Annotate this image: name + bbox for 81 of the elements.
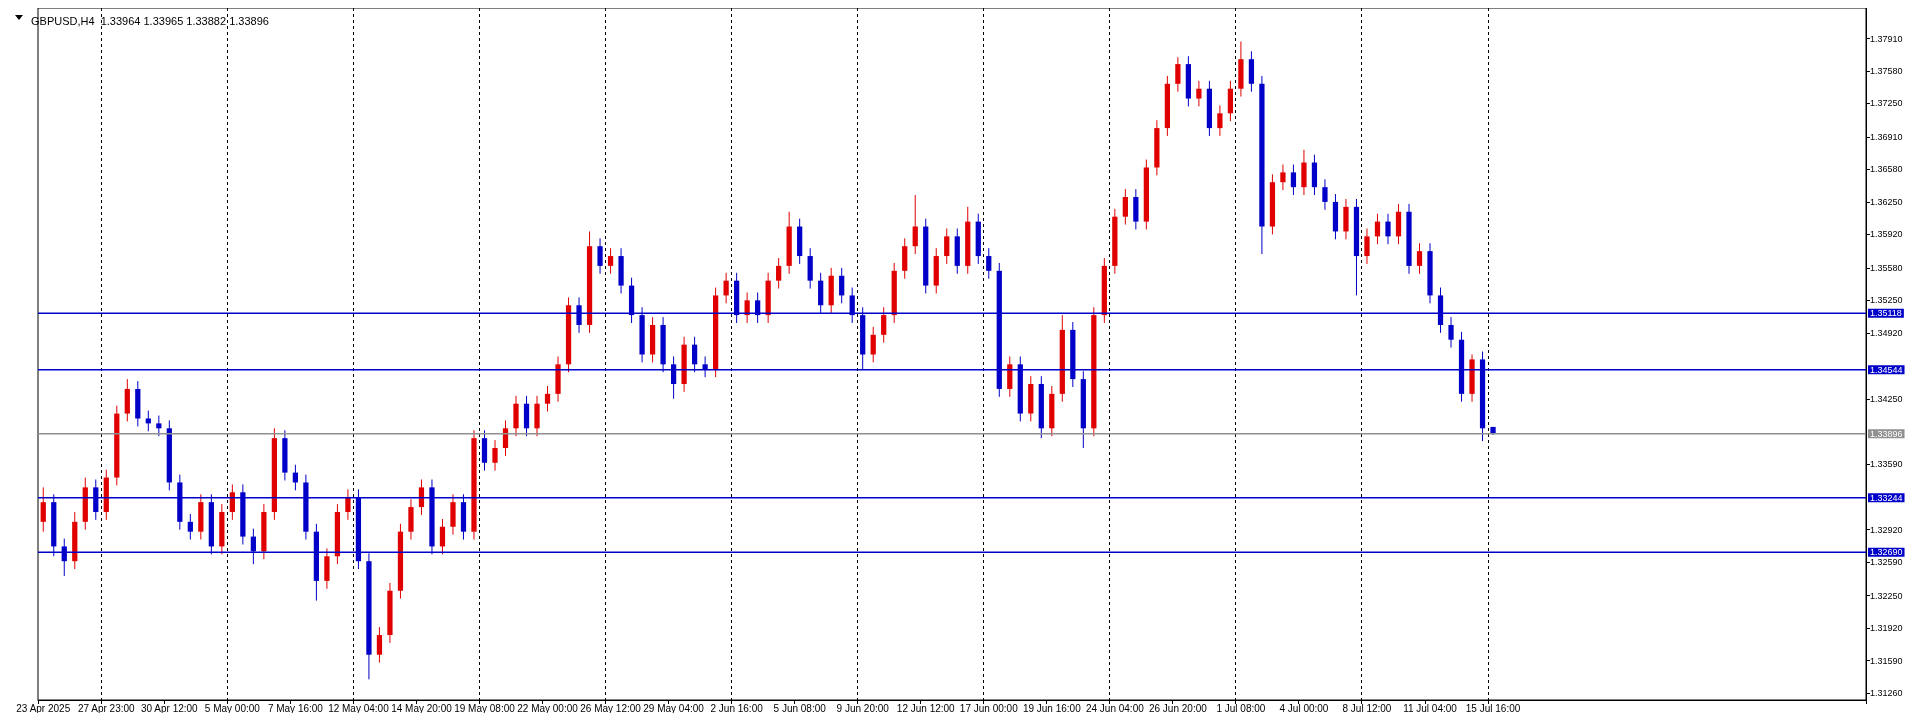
y-tick-label: 1.31920 (1870, 623, 1903, 634)
candlestick (1196, 80, 1202, 107)
y-tick-label: 1.36250 (1870, 196, 1903, 207)
x-tick-label: 14 May 20:00 (391, 702, 453, 714)
candlestick (944, 228, 950, 265)
candlestick (1280, 164, 1286, 191)
candlestick (986, 247, 992, 280)
ref-line-label: 1.35118 (1870, 308, 1902, 319)
candlestick (156, 415, 162, 437)
x-tick-label: 23 Apr 2025 (16, 702, 71, 714)
candlestick (1322, 178, 1328, 211)
x-tick-label: 29 May 04:00 (643, 702, 705, 714)
candlestick (1175, 56, 1181, 93)
ref-line-label: 1.33896 (1870, 428, 1903, 439)
candlestick (345, 488, 351, 521)
y-tick-label: 1.35250 (1870, 295, 1903, 306)
candlestick (776, 257, 782, 290)
y-tick-label: 1.34250 (1870, 393, 1903, 404)
candlestick (187, 513, 193, 541)
candlestick (1217, 104, 1223, 137)
x-tick-label: 22 May 00:00 (517, 702, 579, 714)
candlestick (1416, 242, 1423, 275)
candlestick (881, 306, 887, 344)
x-tick-label: 24 Jun 04:00 (1085, 702, 1145, 714)
candlestick (912, 194, 918, 255)
x-tick-label: 2 Jun 16:00 (710, 702, 764, 714)
x-tick-label: 7 May 16:00 (267, 702, 324, 714)
candlestick (1385, 213, 1391, 245)
candlestick (607, 247, 614, 275)
y-tick-label: 1.37250 (1870, 98, 1903, 109)
x-tick-label: 19 May 08:00 (454, 702, 516, 714)
candlestick (1290, 164, 1297, 196)
y-tick-label: 1.32920 (1870, 524, 1903, 535)
x-tick-label: 8 Jul 12:00 (1342, 702, 1392, 714)
x-tick-label: 26 May 12:00 (580, 702, 642, 714)
x-tick-label: 9 Jun 20:00 (836, 702, 890, 714)
candlestick (744, 291, 750, 324)
candlestick (839, 267, 845, 304)
y-tick-label: 1.36580 (1870, 164, 1903, 175)
y-tick-label: 1.35920 (1870, 229, 1903, 240)
candlestick (40, 486, 46, 533)
candlestick (723, 272, 729, 304)
ref-line-label: 1.34544 (1870, 364, 1903, 375)
text: GBPUSD,H4 1.33964 1.33965 1.33882 1.33896 (31, 14, 269, 27)
x-tick-label: 26 Jun 20:00 (1148, 702, 1208, 714)
y-tick-label: 1.36910 (1870, 131, 1903, 142)
ref-line-label: 1.33244 (1870, 492, 1903, 503)
x-tick-label: 5 Jun 08:00 (773, 702, 827, 714)
x-tick-label: 4 Jul 00:00 (1279, 702, 1329, 714)
candlestick (544, 385, 551, 413)
candlestick (1374, 213, 1381, 245)
x-tick-label: 27 Apr 23:00 (77, 702, 136, 714)
x-tick-label: 30 Apr 12:00 (140, 702, 199, 714)
x-tick-label: 15 Jul 16:00 (1465, 702, 1521, 714)
candlestick (597, 237, 603, 275)
y-tick-label: 1.31260 (1870, 688, 1903, 699)
x-tick-label: 19 Jun 16:00 (1022, 702, 1082, 714)
candlestick (145, 410, 151, 432)
x-tick-label: 1 Jul 08:00 (1216, 702, 1266, 714)
candlestick (870, 326, 876, 363)
y-tick-label: 1.32250 (1870, 590, 1903, 601)
y-tick-label: 1.33590 (1870, 458, 1903, 469)
x-tick-label: 12 May 04:00 (328, 702, 390, 714)
candlestick (439, 518, 446, 555)
ref-line-label: 1.32690 (1870, 547, 1903, 558)
candlestick (1122, 188, 1128, 226)
x-tick-label: 5 May 00:00 (204, 702, 261, 714)
x-tick-label: 11 Jul 04:00 (1403, 702, 1458, 714)
y-tick-label: 1.31590 (1870, 655, 1903, 666)
y-tick-label: 1.34920 (1870, 327, 1903, 338)
candlestick (492, 439, 498, 472)
y-tick-label: 1.32590 (1870, 557, 1903, 568)
y-tick-label: 1.35580 (1870, 262, 1903, 273)
candlestick (376, 626, 383, 664)
candlestick (502, 419, 509, 457)
y-tick-label: 1.37910 (1870, 33, 1903, 44)
candlestick (1364, 228, 1370, 265)
x-tick-label: 17 Jun 00:00 (959, 702, 1019, 714)
candlestick (1448, 316, 1454, 349)
y-tick-label: 1.37580 (1870, 66, 1903, 76)
x-tick-label: 12 Jun 12:00 (896, 702, 956, 714)
